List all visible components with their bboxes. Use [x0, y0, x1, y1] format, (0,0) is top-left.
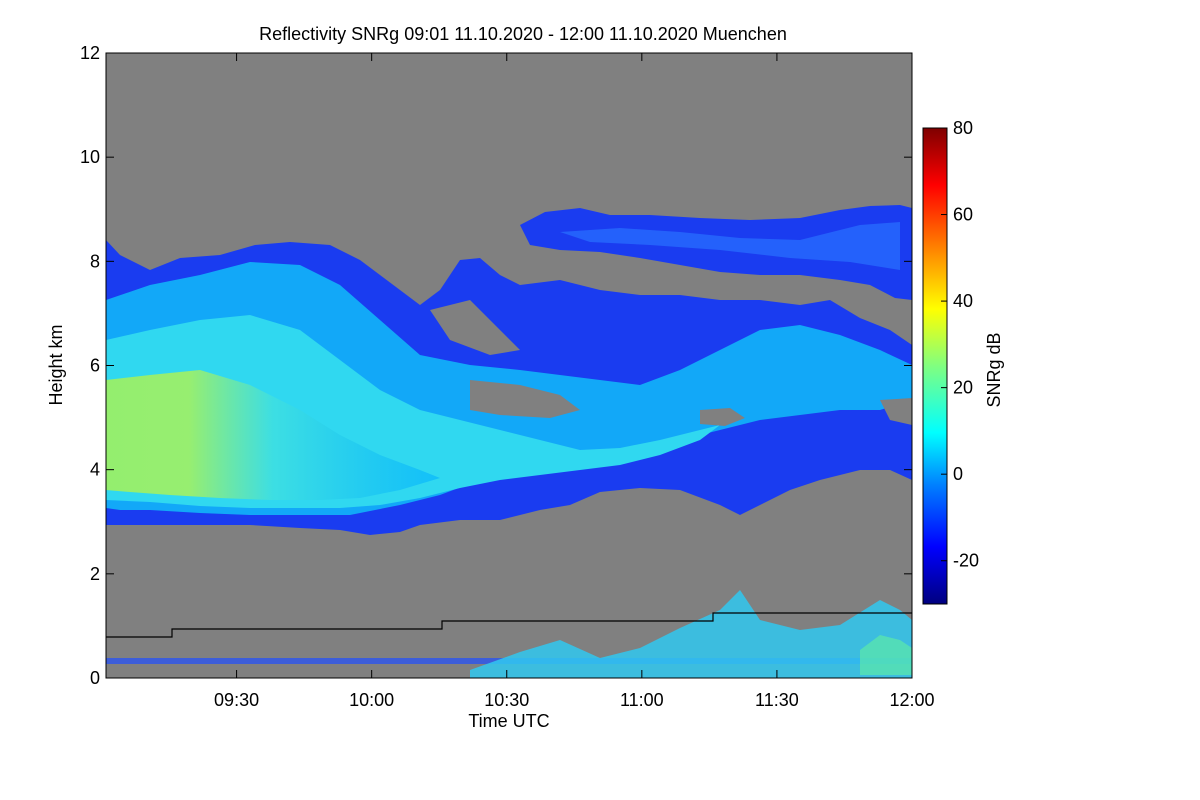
y-tick-label: 6: [90, 356, 100, 376]
colorbar-tick-label: 80: [953, 118, 973, 138]
x-tick-label: 11:00: [620, 690, 664, 710]
gap-4: [430, 300, 520, 355]
y-tick-label: 0: [90, 668, 100, 688]
y-tick-label: 8: [90, 251, 100, 271]
y-tick-label: 10: [80, 147, 100, 167]
colorbar-tick-label: 0: [953, 464, 963, 484]
colorbar: [922, 127, 948, 605]
gap-1: [470, 380, 580, 418]
y-tick-label: 2: [90, 564, 100, 584]
main-cloud-core: [106, 370, 440, 500]
x-tick-label: 10:30: [484, 690, 529, 710]
gap-2: [700, 408, 745, 426]
y-axis-label: Height km: [46, 324, 66, 405]
colorbar-tick-label: -20: [953, 551, 979, 571]
y-tick-label: 4: [90, 460, 100, 480]
boundary-layer-line: [106, 612, 912, 638]
gap-3: [880, 398, 912, 425]
x-tick-label: 11:30: [755, 690, 799, 710]
surface-clutter: [470, 590, 912, 678]
x-axis: 09:30 10:00 10:30 11:00 11:30 12:00: [214, 53, 935, 710]
colorbar-label: SNRg dB: [984, 332, 1004, 407]
x-tick-label: 12:00: [889, 690, 934, 710]
chart-title: Reflectivity SNRg 09:01 11.10.2020 - 12:…: [259, 24, 787, 44]
y-tick-label: 12: [80, 43, 100, 63]
colorbar-tick-label: 20: [953, 378, 973, 398]
x-tick-label: 09:30: [214, 690, 259, 710]
y-axis: 0 2 4 6 8 10 12: [80, 43, 912, 688]
upper-cloud-core: [560, 222, 900, 270]
colorbar-ticks: -20 0 20 40 60 80: [941, 118, 979, 571]
reflectivity-field: [106, 205, 912, 678]
x-tick-label: 10:00: [349, 690, 394, 710]
colorbar-tick-label: 40: [953, 291, 973, 311]
colorbar-tick-label: 60: [953, 205, 973, 225]
surface-clutter-green: [860, 635, 912, 675]
x-axis-label: Time UTC: [468, 711, 549, 731]
